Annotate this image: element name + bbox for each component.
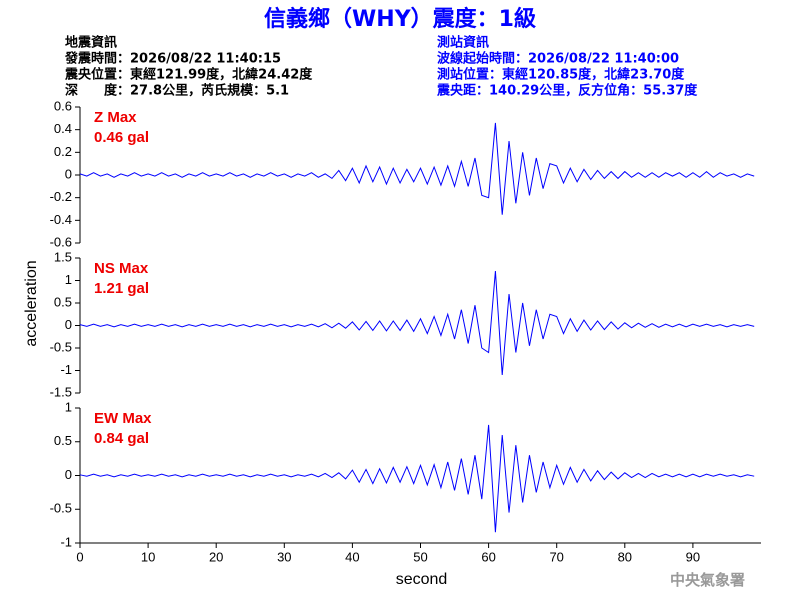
panel-max: 0.46 gal <box>94 129 149 146</box>
y-tick-label: -0.5 <box>50 501 72 516</box>
y-tick-label: -0.2 <box>50 189 72 204</box>
info-line: 地震資訊 <box>65 35 117 51</box>
x-tick-label: 30 <box>277 549 291 564</box>
y-tick-label: 0.6 <box>54 98 72 113</box>
panel-label: NS Max <box>94 260 149 277</box>
info-line: 震央位置：東經121.99度，北緯24.42度 <box>64 67 313 83</box>
x-tick-label: 40 <box>345 549 359 564</box>
x-tick-label: 90 <box>686 549 700 564</box>
y-tick-label: -0.5 <box>50 339 72 354</box>
panel-max: 1.21 gal <box>94 280 149 297</box>
info-line: 發震時間：2026/08/22 11:40:15 <box>64 51 281 67</box>
y-tick-label: 0.4 <box>54 121 72 136</box>
x-tick-label: 10 <box>141 549 155 564</box>
x-tick-label: 80 <box>618 549 632 564</box>
y-tick-label: 0.5 <box>54 294 72 309</box>
x-tick-label: 0 <box>76 549 83 564</box>
station-line: 測站資訊 <box>437 35 489 51</box>
y-tick-label: 0.5 <box>54 433 72 448</box>
panel-label: EW Max <box>94 410 152 427</box>
credit: 中央氣象署 <box>670 571 745 589</box>
waveform <box>79 122 755 215</box>
station-line: 波線起始時間：2026/08/22 11:40:00 <box>437 51 679 67</box>
y-tick-label: 1.5 <box>54 249 72 264</box>
y-tick-label: 0 <box>65 317 72 332</box>
x-axis-label: second <box>396 571 448 588</box>
station-line: 測站位置：東經120.85度，北緯23.70度 <box>437 67 685 83</box>
panel-label: Z Max <box>94 109 137 126</box>
x-tick-label: 20 <box>209 549 223 564</box>
station-line: 震央距：140.29公里，反方位角：55.37度 <box>436 83 698 99</box>
y-tick-label: -0.6 <box>50 234 72 249</box>
chart-title: 信義鄉（WHY）震度：1級 <box>264 6 536 32</box>
y-tick-label: 0.2 <box>54 144 72 159</box>
y-tick-label: -1.5 <box>50 384 72 399</box>
y-axis-label: acceleration <box>23 260 40 346</box>
waveform <box>79 424 755 533</box>
y-tick-label: -0.4 <box>50 212 72 227</box>
x-tick-label: 70 <box>549 549 563 564</box>
y-tick-label: 0 <box>65 166 72 181</box>
waveform <box>79 271 755 376</box>
y-tick-label: 1 <box>65 399 72 414</box>
y-tick-label: 0 <box>65 467 72 482</box>
y-tick-label: -1 <box>60 362 72 377</box>
y-tick-label: -1 <box>60 534 72 549</box>
x-tick-label: 60 <box>481 549 495 564</box>
panel-max: 0.84 gal <box>94 430 149 447</box>
x-tick-label: 50 <box>413 549 427 564</box>
y-tick-label: 1 <box>65 272 72 287</box>
info-line: 深 度：27.8公里，芮氏規模：5.1 <box>65 83 289 99</box>
